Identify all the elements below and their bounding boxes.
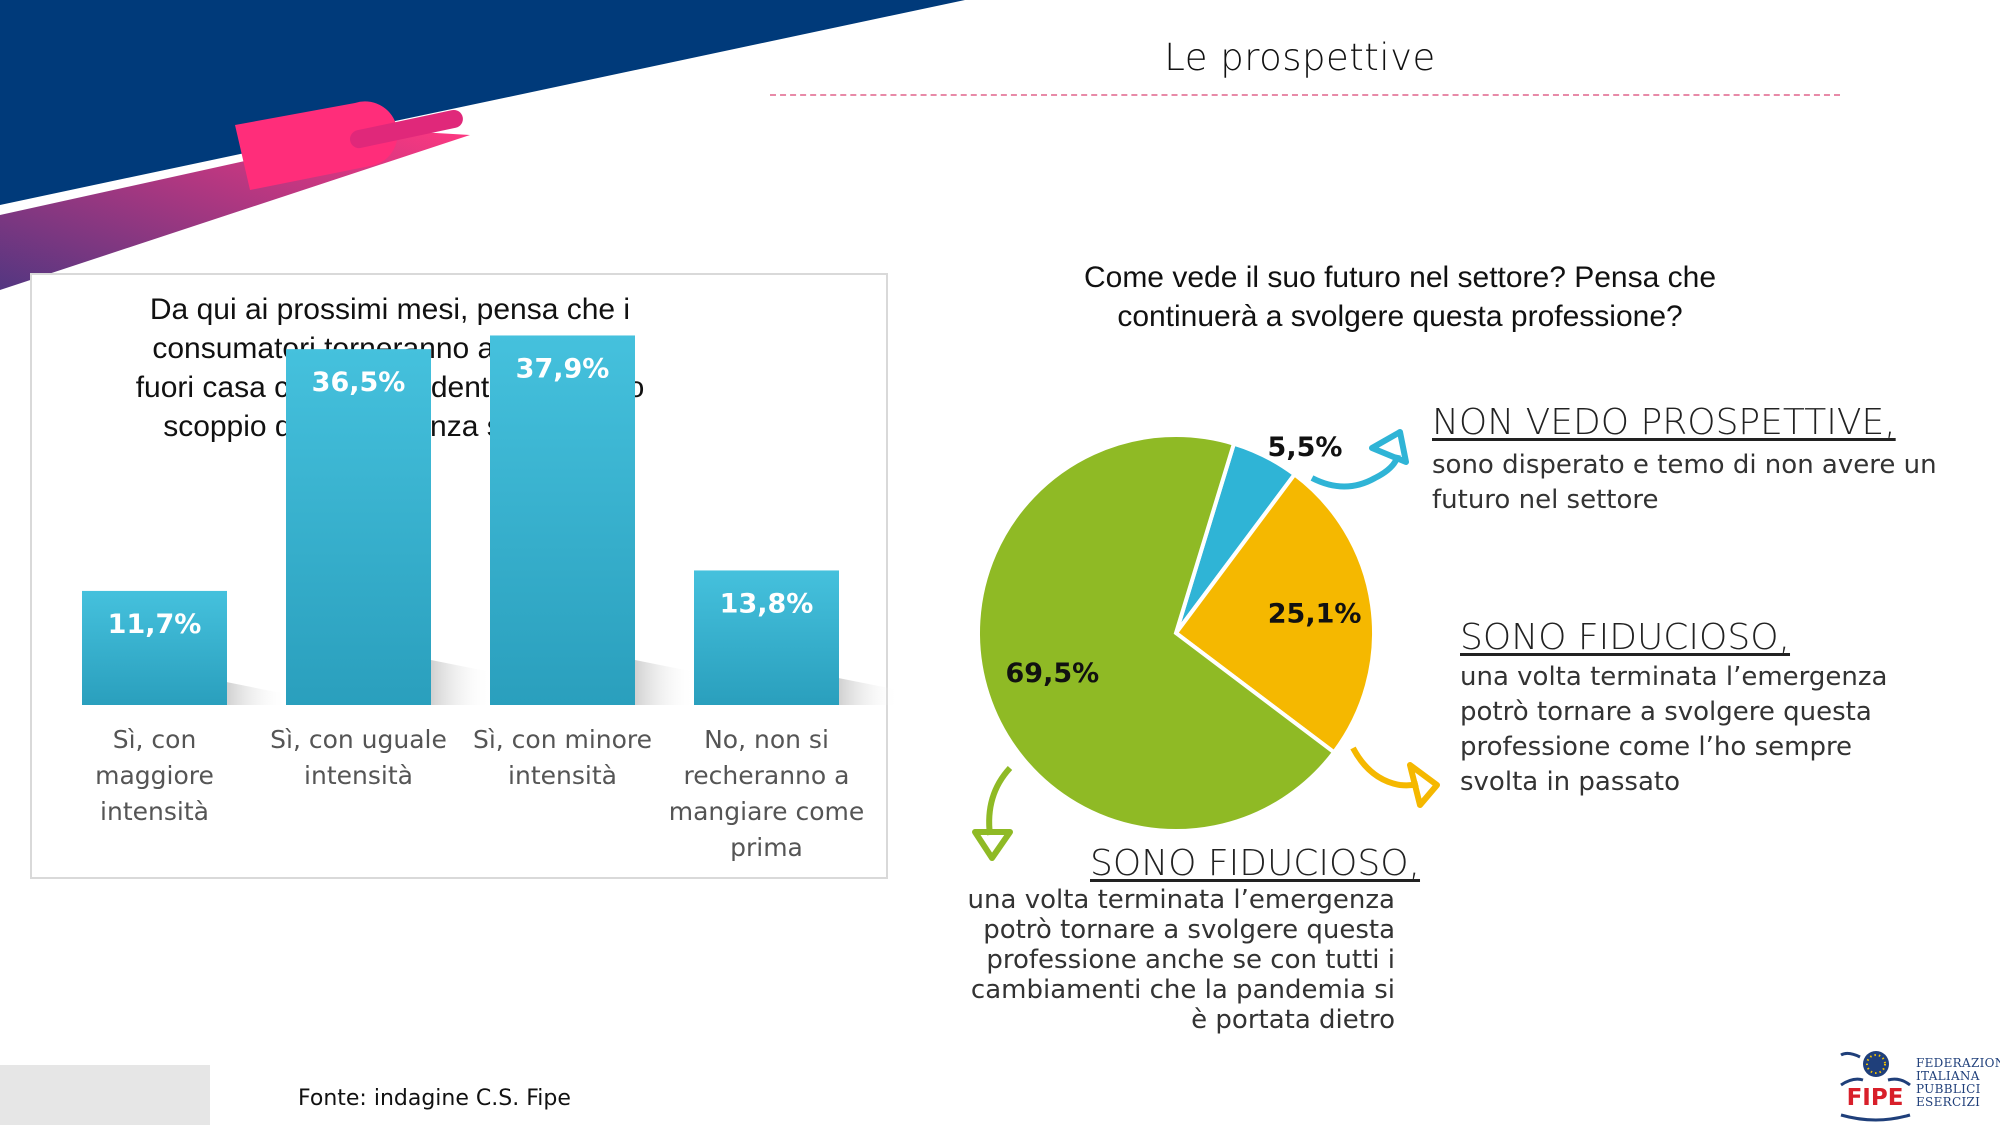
green-slice-heading: SONO FIDUCIOSO,: [1090, 843, 1421, 884]
bar: [286, 349, 431, 705]
bar: [82, 590, 227, 705]
arrow-yellow-head-icon: [1407, 762, 1440, 808]
blue-slice-description: sono disperato e temo di non avere un fu…: [1432, 450, 1937, 515]
blue-slice-heading: NON VEDO PROSPETTIVE,: [1432, 402, 1896, 443]
pie-slice: [976, 433, 1337, 833]
arrow-blue-head-icon: [1369, 429, 1409, 465]
yellow-slice-heading: SONO FIDUCIOSO,: [1460, 617, 1791, 658]
green-slice-description: una volta terminata l’emergenza potrò to…: [967, 885, 1395, 1035]
logo-text: FEDERAZIONE ITALIANA PUBBLICI ESERCIZI: [1916, 1056, 2000, 1109]
bar: [490, 335, 635, 705]
bar-category-label: Sì, con minore intensità: [472, 725, 653, 790]
bar-shadow: [227, 682, 287, 705]
pie-value-label: 5,5%: [1268, 432, 1343, 463]
source-note: Fonte: indagine C.S. Fipe: [298, 1086, 571, 1111]
fipe-emblem-icon: FIPE: [1840, 1051, 1911, 1122]
bar-value-label: 13,8%: [720, 588, 814, 619]
fipe-logo: FIPE FEDERAZIONE ITALIANA PUBBLICI ESERC…: [1838, 1047, 2000, 1122]
bar-value-label: 11,7%: [108, 609, 202, 640]
bar-value-label: 36,5%: [312, 367, 406, 398]
bar-category-label: Sì, con uguale intensità: [270, 725, 447, 790]
pie-value-label: 69,5%: [1006, 658, 1100, 689]
pie-chart-title: Come vede il suo futuro nel settore? Pen…: [1083, 261, 1717, 333]
pie-slice: [1173, 471, 1376, 756]
arrow-green-head-icon: [972, 829, 1013, 861]
bar-category-label: No, non si recheranno a mangiare come pr…: [668, 725, 865, 862]
page-title: Le prospettive: [1164, 36, 1436, 79]
bar-shadow: [635, 660, 695, 705]
pie-value-label: 25,1%: [1268, 598, 1362, 629]
bar-value-label: 37,9%: [516, 353, 610, 384]
bar: [694, 570, 839, 705]
title-divider: [770, 94, 1840, 96]
arrow-blue-icon: [1310, 454, 1401, 490]
bar-shadow: [839, 678, 899, 705]
footer-gray-box: [0, 1065, 210, 1125]
bar-category-label: Sì, con maggiore intensità: [95, 725, 214, 826]
yellow-slice-description: una volta terminata l’emergenza potrò to…: [1460, 662, 1888, 797]
header-decoration: [0, 0, 965, 290]
arrow-green-icon: [986, 765, 1013, 836]
logo-wordmark: FIPE: [1847, 1085, 1904, 1111]
bar-shadow: [431, 660, 491, 705]
